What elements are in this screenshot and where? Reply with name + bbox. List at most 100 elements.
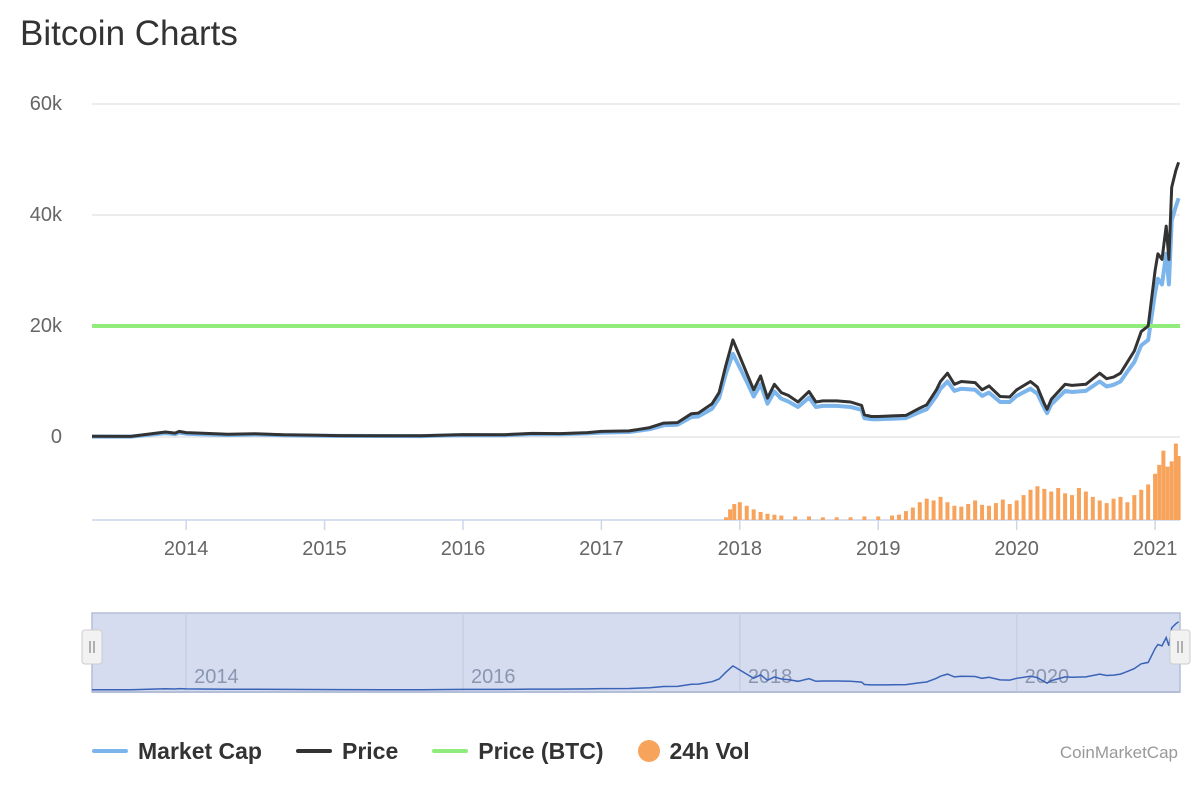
volume-bar <box>1000 499 1005 520</box>
vol-swatch <box>637 740 660 762</box>
volume-bar <box>1028 489 1033 520</box>
legend-item-market-cap[interactable]: Market Cap <box>92 738 262 765</box>
volume-bar <box>1014 500 1019 520</box>
volume-bar <box>772 514 777 520</box>
volume-bar <box>848 517 853 520</box>
volume-bar <box>980 504 985 520</box>
navigator-handle-right[interactable] <box>1169 629 1191 665</box>
volume-bar <box>952 505 957 520</box>
navigator-series <box>92 621 1180 691</box>
price-swatch <box>295 749 332 753</box>
volume-bar <box>765 513 770 520</box>
navigator-handle-left[interactable] <box>81 629 103 665</box>
volume-bar <box>723 517 728 520</box>
volume-bar <box>1097 500 1102 520</box>
legend-label-price: Price <box>341 737 399 764</box>
credit-link[interactable]: CoinMarketCap <box>1059 743 1178 762</box>
volume-bar <box>1070 495 1075 520</box>
handle-grip <box>81 629 103 665</box>
volume-bar <box>993 503 998 520</box>
volume-bar <box>1165 466 1170 520</box>
y-axis: 0 20k 40k 60k <box>30 93 63 448</box>
series-market-cap <box>92 197 1181 439</box>
volume-bar <box>732 504 737 520</box>
volume-bar <box>1118 496 1123 520</box>
x-axis: 2014 2015 2016 2017 2018 2019 2020 2021 <box>164 520 1177 560</box>
legend: Market Cap Price Price (BTC) 24h Vol <box>92 733 750 769</box>
navigator-tick-label: 2014 <box>194 666 239 688</box>
x-tick-label: 2021 <box>1133 538 1178 560</box>
volume-bar <box>1169 461 1174 520</box>
volume-bar <box>966 504 971 520</box>
volume-bar <box>1049 491 1054 520</box>
legend-label-market-cap: Market Cap <box>138 737 262 764</box>
volume-bar <box>1176 456 1181 520</box>
volume-bar <box>862 516 867 520</box>
volume-bar <box>1146 484 1151 520</box>
volume-bar <box>917 502 922 520</box>
x-tick-label: 2016 <box>441 538 486 560</box>
volume-bar <box>876 516 881 520</box>
volume-bar <box>1111 498 1116 520</box>
volume-bar <box>938 496 943 520</box>
volume-bar <box>973 500 978 520</box>
volume-bar <box>1104 503 1109 520</box>
x-tick-label: 2019 <box>856 538 901 560</box>
volume-bar <box>1035 486 1040 520</box>
volume-bar <box>1132 495 1137 520</box>
volume-bars <box>723 443 1181 520</box>
volume-bar <box>758 512 763 520</box>
volume-bar <box>1090 496 1095 520</box>
volume-bar <box>986 505 991 520</box>
volume-bar <box>1042 488 1047 520</box>
legend-item-24h-vol[interactable]: 24h Vol <box>637 737 750 765</box>
volume-bar <box>890 515 895 520</box>
y-tick-label: 40k <box>30 204 63 226</box>
volume-bar <box>737 502 742 520</box>
volume-bar <box>820 517 825 520</box>
navigator-tick-label: 2016 <box>471 666 516 688</box>
handle-grip <box>1169 629 1191 665</box>
x-tick-label: 2015 <box>302 538 347 560</box>
grid-lines <box>92 103 1180 521</box>
volume-bar <box>910 507 915 520</box>
volume-bar <box>793 516 798 520</box>
legend-label-price-btc: Price (BTC) <box>478 737 604 764</box>
volume-bar <box>751 509 756 520</box>
navigator[interactable]: 2014 2016 2018 2020 <box>81 612 1191 693</box>
price-btc-swatch <box>432 749 469 753</box>
legend-label-24h-vol: 24h Vol <box>669 737 750 764</box>
volume-bar <box>945 502 950 520</box>
volume-bar <box>779 515 784 520</box>
series-lines <box>91 161 1181 439</box>
y-tick-label: 0 <box>51 426 62 448</box>
volume-bar <box>1056 488 1061 520</box>
volume-bar <box>1173 443 1178 520</box>
volume-bar <box>1139 489 1144 520</box>
volume-bar <box>728 509 733 520</box>
volume-bar <box>1076 488 1081 520</box>
volume-bar <box>834 517 839 520</box>
x-tick-label: 2014 <box>164 538 209 560</box>
volume-bar <box>924 498 929 520</box>
volume-bar <box>959 506 964 520</box>
volume-bar <box>903 511 908 520</box>
market-cap-swatch <box>92 749 128 753</box>
chart-title: Bitcoin Charts <box>20 14 238 53</box>
x-tick-label: 2017 <box>579 538 624 560</box>
volume-bar <box>744 505 749 520</box>
legend-item-price[interactable]: Price <box>295 737 399 765</box>
volume-bar <box>1161 450 1166 520</box>
volume-bar <box>931 500 936 520</box>
volume-bar <box>1125 502 1130 520</box>
legend-item-price-btc[interactable]: Price (BTC) <box>432 737 604 765</box>
y-tick-label: 20k <box>30 315 63 337</box>
volume-bar <box>1157 464 1162 520</box>
volume-bar <box>1007 504 1012 520</box>
series-price <box>91 161 1181 438</box>
volume-bar <box>1083 491 1088 520</box>
volume-bar <box>1021 495 1026 520</box>
volume-bar <box>1153 473 1158 520</box>
x-tick-label: 2018 <box>718 538 763 560</box>
